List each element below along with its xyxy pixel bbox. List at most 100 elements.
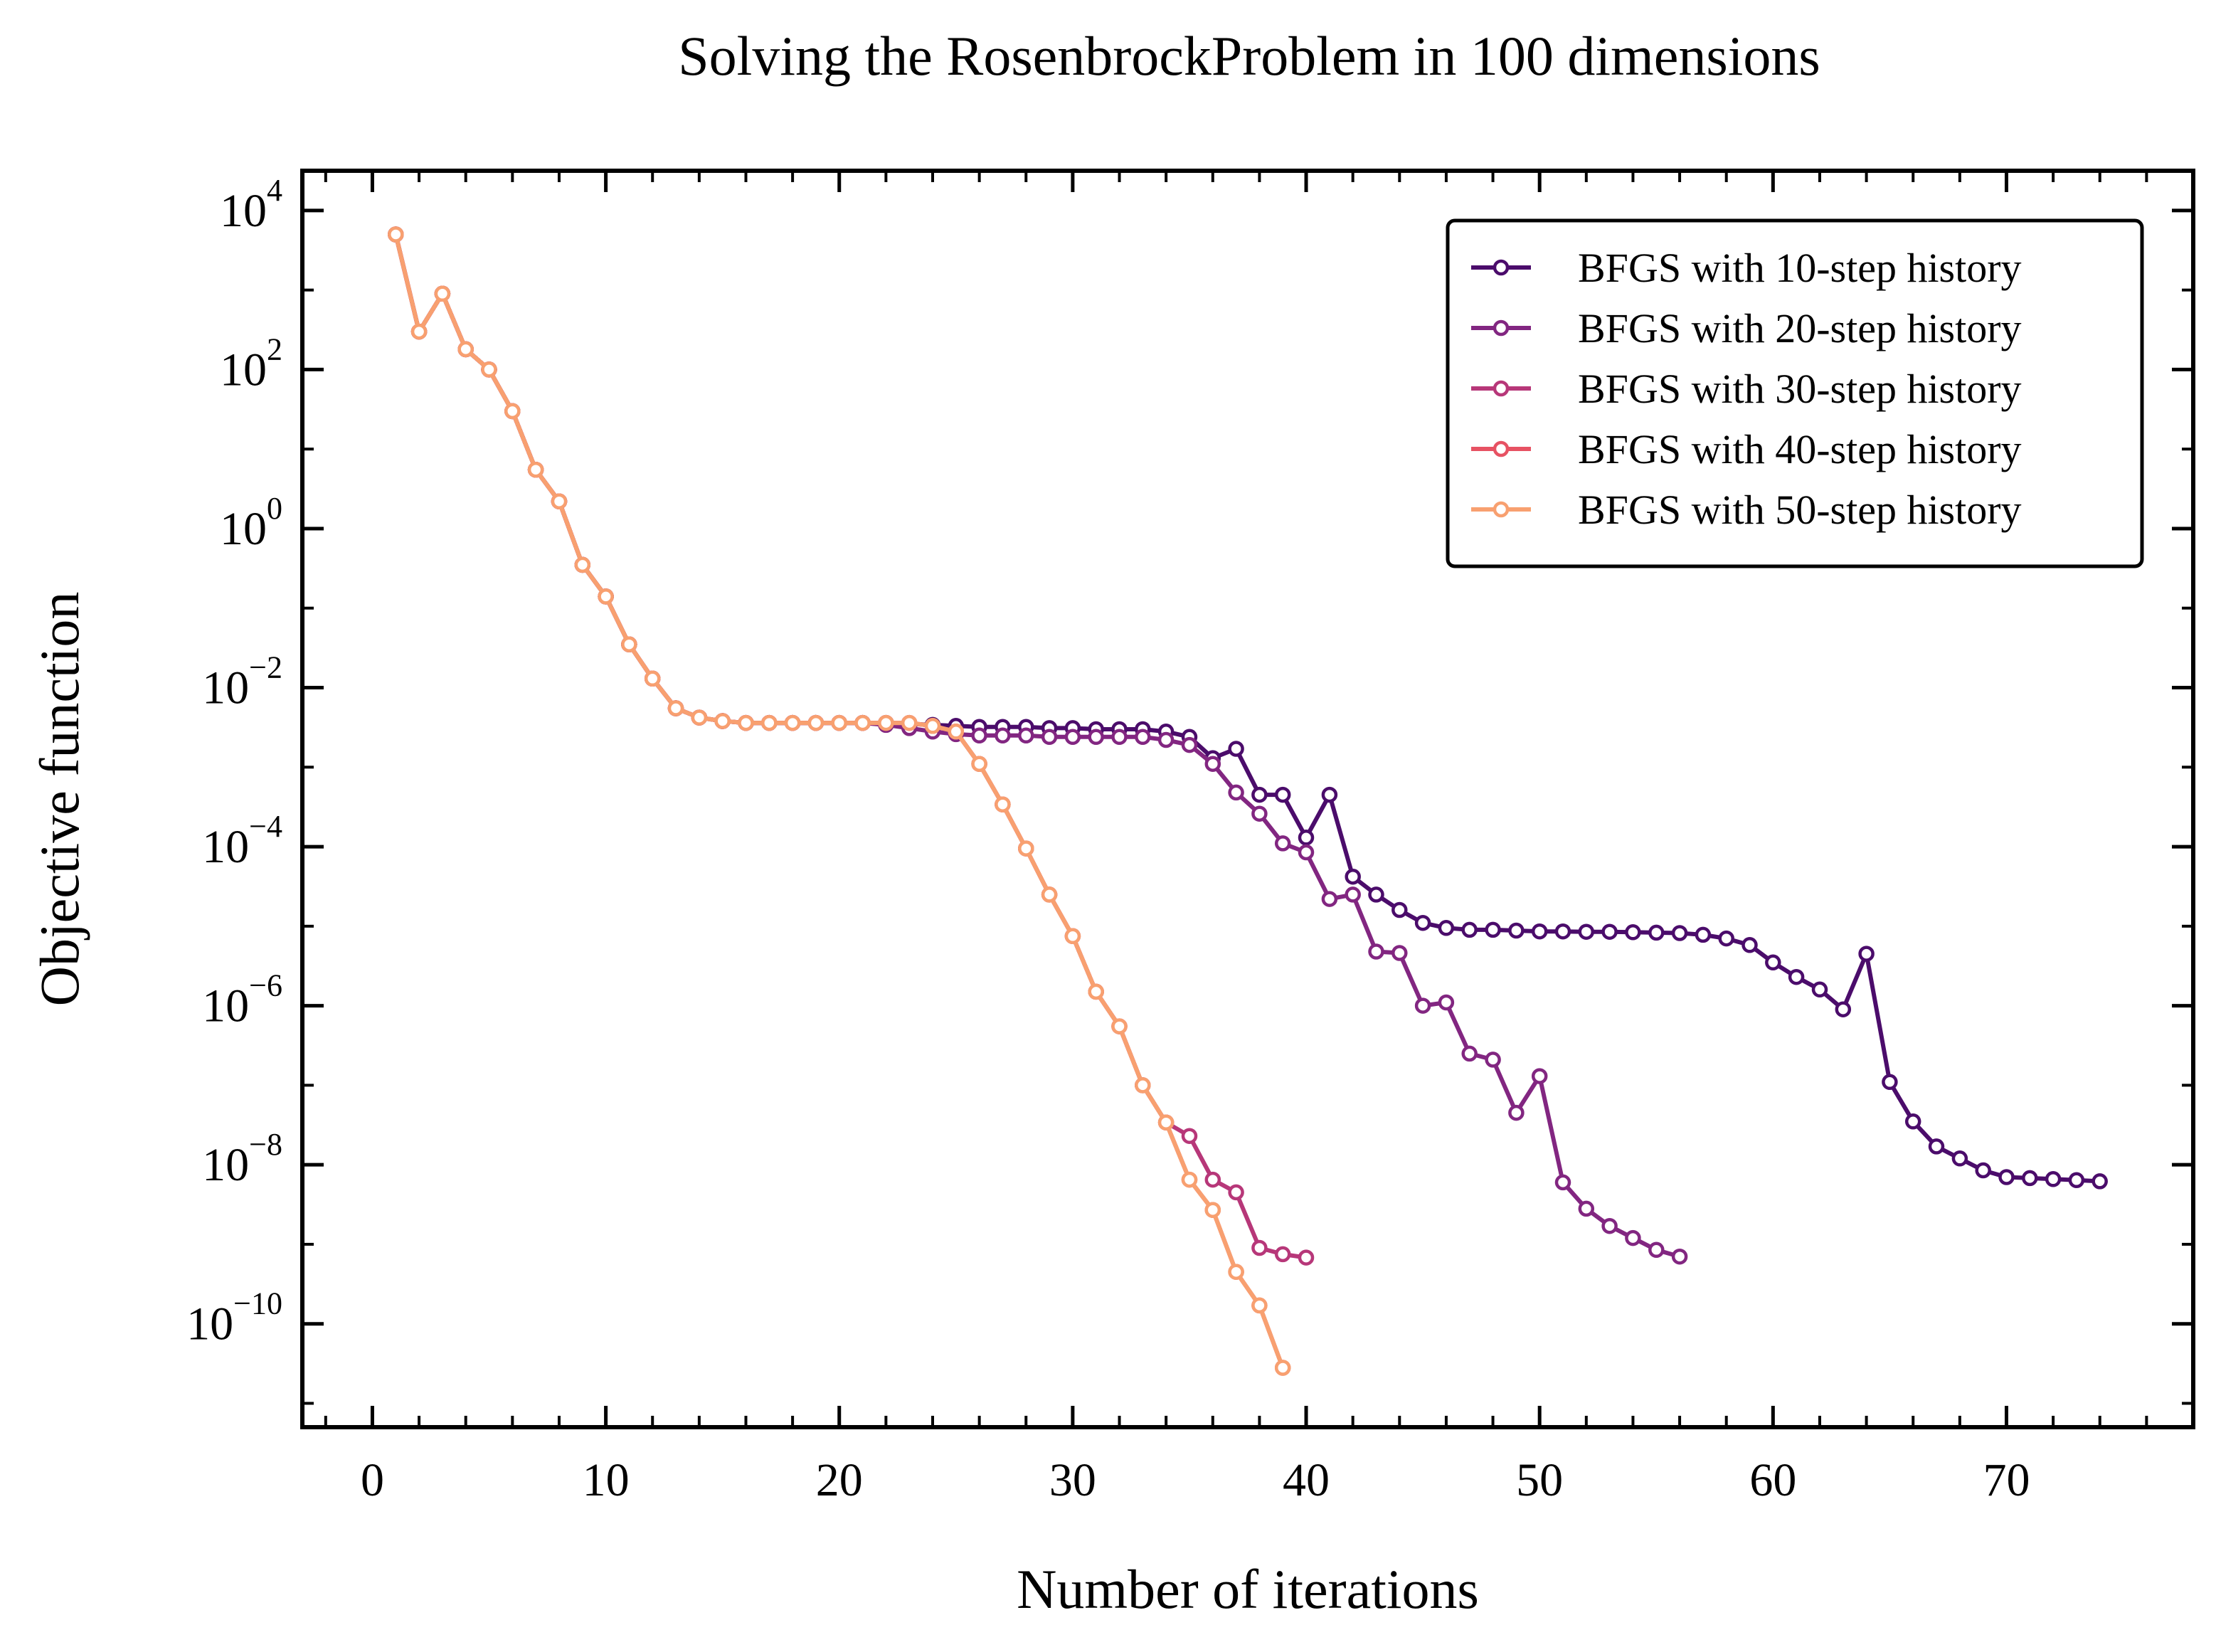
data-point (1204, 1171, 1221, 1188)
data-point (1438, 994, 1455, 1011)
data-point (761, 714, 778, 731)
data-point (1601, 923, 1618, 940)
data-point (1765, 954, 1781, 971)
legend-item: BFGS with 10-step history (1471, 245, 2022, 291)
data-point (878, 714, 894, 731)
data-point (644, 670, 661, 687)
data-point (1041, 886, 1058, 903)
data-point (1975, 1162, 1991, 1179)
data-point (1228, 784, 1244, 801)
data-point (1274, 1246, 1291, 1263)
data-point (1391, 945, 1408, 961)
data-point (1601, 1217, 1618, 1234)
legend-swatch-marker (1493, 501, 1510, 518)
data-point (1882, 1074, 1898, 1091)
data-point (621, 636, 637, 652)
data-point (1274, 786, 1291, 803)
y-tick-label: 10−2 (202, 650, 282, 714)
data-point (691, 709, 708, 726)
legend-item: BFGS with 30-step history (1471, 366, 2022, 412)
data-point (410, 323, 428, 340)
data-point (1531, 923, 1548, 940)
y-tick-label: 10−4 (202, 809, 282, 873)
data-point (457, 341, 474, 358)
x-tick-label: 50 (1516, 1454, 1563, 1506)
x-tick-label: 0 (361, 1454, 384, 1506)
data-point (1788, 968, 1805, 985)
legend-swatch-marker (1493, 259, 1510, 276)
series-line (393, 233, 1285, 1369)
data-point (1251, 805, 1268, 822)
data-point (667, 700, 684, 716)
data-point (1998, 1169, 2015, 1185)
y-axis-label: Objective function (28, 592, 90, 1007)
data-point (1041, 729, 1058, 746)
series-4 (388, 226, 1291, 1376)
data-point (1251, 1239, 1268, 1256)
data-point (1298, 844, 1315, 861)
data-point (1485, 921, 1501, 938)
legend-item: BFGS with 20-step history (1471, 305, 2022, 351)
x-tick-label: 60 (1749, 1454, 1796, 1506)
data-point (1904, 1113, 1921, 1130)
data-point (551, 493, 568, 509)
data-point (1438, 920, 1455, 936)
legend-box (1446, 218, 2144, 568)
data-point (1181, 1128, 1198, 1144)
data-point (1928, 1138, 1945, 1155)
data-point (807, 714, 825, 731)
data-point (1741, 937, 1758, 953)
data-point (481, 361, 497, 378)
y-tick-label: 10−10 (186, 1286, 282, 1350)
x-tick-label: 20 (816, 1454, 863, 1506)
data-point (1345, 886, 1361, 903)
data-point (1111, 729, 1128, 746)
series-5 (388, 226, 1291, 1376)
data-point (1274, 835, 1291, 852)
data-point (1135, 729, 1151, 746)
data-point (1811, 981, 1828, 998)
data-point (714, 713, 731, 729)
data-point (1181, 736, 1198, 753)
data-point (1345, 868, 1361, 885)
data-point (1671, 1248, 1688, 1265)
x-tick-label: 70 (1983, 1454, 2030, 1506)
data-point (1204, 1202, 1221, 1218)
data-point (1181, 1171, 1198, 1188)
chart-title: Solving the RosenbrockProblem in 100 dim… (678, 25, 1820, 87)
data-point (1111, 1018, 1128, 1034)
data-point (574, 556, 591, 573)
y-tick-label: 10−8 (202, 1127, 282, 1191)
data-point (527, 461, 544, 478)
data-point (1228, 1264, 1244, 1280)
y-tick-label: 10−6 (202, 968, 282, 1032)
data-point (971, 727, 987, 744)
data-point (1368, 886, 1384, 903)
data-point (434, 285, 451, 302)
data-point (1648, 1241, 1665, 1259)
data-point (1298, 1249, 1315, 1266)
series-line (393, 233, 1285, 1369)
data-point (1508, 922, 1525, 939)
data-point (1951, 1150, 1968, 1167)
legend-swatch-marker (1493, 380, 1510, 397)
legend-label: BFGS with 40-step history (1578, 426, 2022, 472)
data-point (1461, 921, 1478, 938)
legend-label: BFGS with 30-step history (1578, 366, 2022, 412)
y-tick-label: 102 (220, 332, 282, 396)
data-point (1321, 891, 1338, 907)
legend-label: BFGS with 10-step history (1578, 245, 2022, 291)
data-point (971, 756, 987, 772)
plot-area (388, 226, 2108, 1376)
data-point (1625, 1229, 1641, 1246)
axes-frame (300, 169, 2195, 1429)
data-point (1298, 830, 1315, 846)
legend-label: BFGS with 20-step history (1578, 305, 2022, 351)
data-point (1718, 930, 1734, 947)
data-point (1018, 840, 1034, 857)
data-point (901, 714, 918, 731)
series-3 (388, 226, 1315, 1266)
x-tick-label: 40 (1283, 1454, 1330, 1506)
data-point (504, 403, 521, 420)
